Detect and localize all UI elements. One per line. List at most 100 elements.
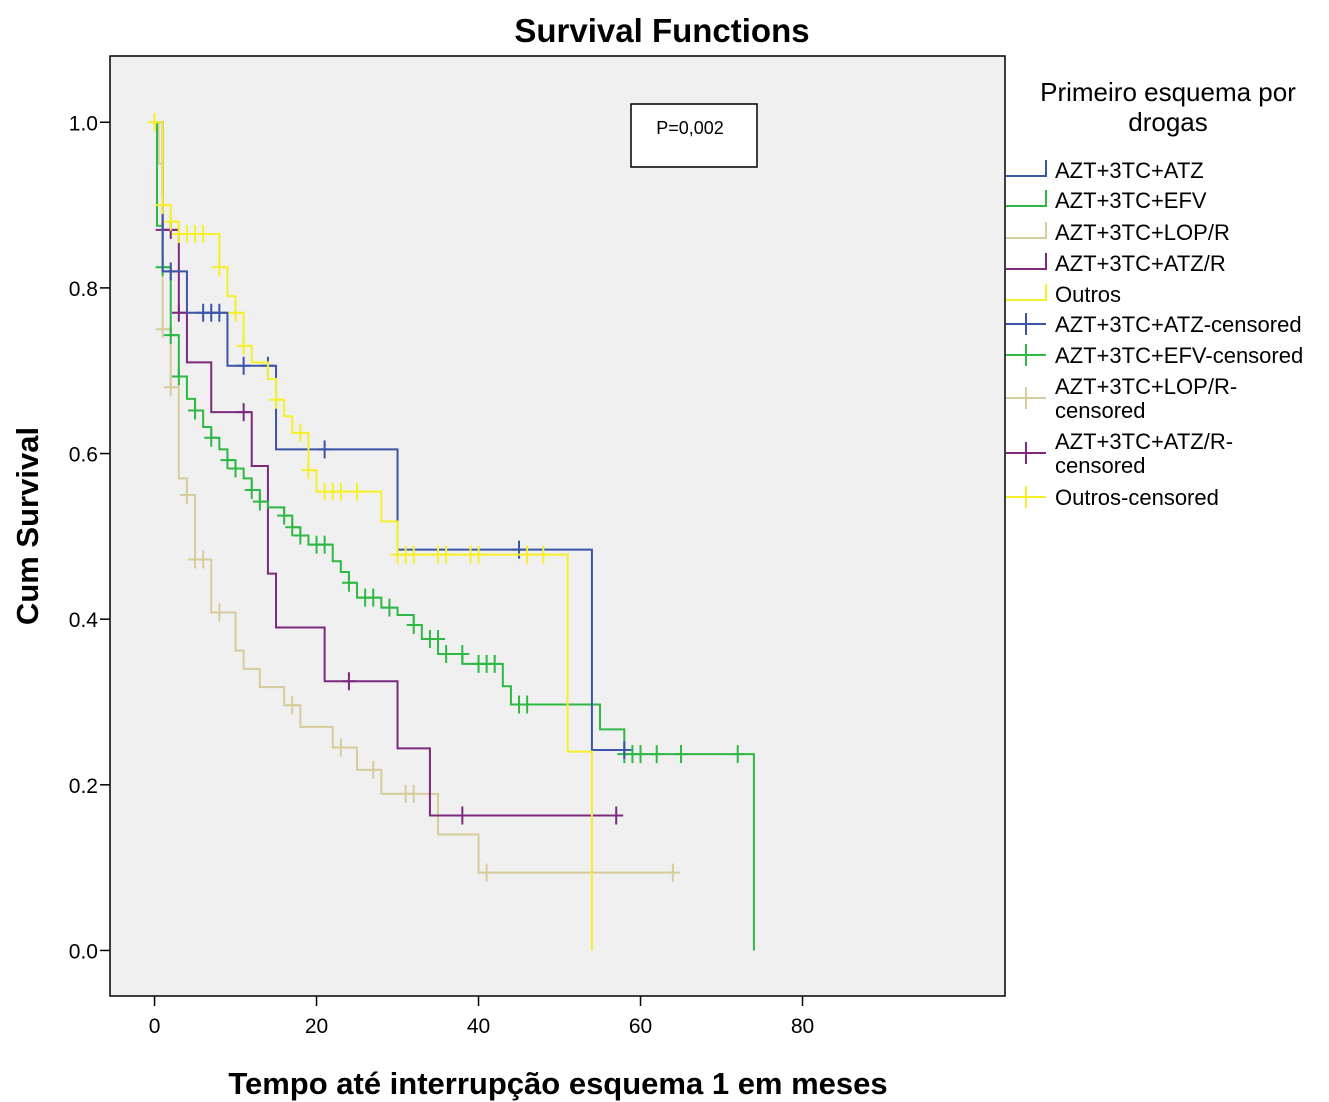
censor-mark <box>301 461 316 480</box>
x-tick-label: 20 <box>305 1015 328 1038</box>
x-axis: 0 20 40 60 80 <box>149 996 814 1038</box>
legend-item: AZT+3TC+ATZ-censored <box>1006 312 1302 337</box>
censor-mark <box>293 526 308 545</box>
censor-mark <box>163 378 178 397</box>
legend-label: AZT+3TC+ATZ/R <box>1055 251 1226 276</box>
p-value-box <box>630 103 758 168</box>
legend-item: Outros-censored <box>1006 485 1219 510</box>
y-tick-label: 0.0 <box>69 940 98 963</box>
censor-mark <box>649 745 664 764</box>
censor-mark <box>406 784 421 803</box>
legend-swatch <box>1006 190 1047 207</box>
censor-mark <box>285 696 300 715</box>
series-group <box>147 113 593 951</box>
censor-mark <box>520 545 535 564</box>
y-tick-label: 0.4 <box>69 609 99 632</box>
y-tick-label: 0.2 <box>69 775 98 798</box>
legend-item: AZT+3TC+ATZ/R <box>1006 251 1226 276</box>
legend-swatch <box>1006 284 1047 301</box>
censor-mark <box>487 654 502 673</box>
censor-mark <box>317 535 332 554</box>
censor-mark <box>163 262 178 281</box>
censor-mark <box>317 440 332 459</box>
y-tick-label: 0.6 <box>69 444 98 467</box>
censor-mark <box>406 615 421 634</box>
censor-mark <box>293 423 308 442</box>
x-tick-label: 80 <box>791 1015 814 1038</box>
censor-mark <box>155 320 170 339</box>
censor-mark <box>228 303 243 322</box>
legend-label: censored <box>1055 453 1146 478</box>
legend-item: AZT+3TC+LOP/R <box>1006 220 1230 245</box>
p-value-text: P=0,002 <box>656 118 724 138</box>
y-tick-label: 0.8 <box>69 278 98 301</box>
legend-label: AZT+3TC+ATZ <box>1055 158 1204 183</box>
censor-mark <box>277 506 292 525</box>
censor-mark <box>520 695 535 714</box>
legend-label: AZT+3TC+LOP/R <box>1055 220 1230 245</box>
censor-mark <box>382 598 397 617</box>
censor-mark <box>366 588 381 607</box>
censor-mark <box>479 863 494 882</box>
censor-mark <box>269 390 284 409</box>
censor-mark <box>333 482 348 501</box>
legend-label: AZT+3TC+EFV-censored <box>1055 343 1303 368</box>
x-tick-label: 0 <box>149 1015 161 1038</box>
legend-item: Outros <box>1006 282 1121 307</box>
censor-mark <box>439 644 454 663</box>
censor-mark <box>244 480 259 499</box>
legend-item: AZT+3TC+ATZ/R-censored <box>1006 429 1233 478</box>
censor-mark <box>196 550 211 569</box>
y-tick-label: 1.0 <box>69 112 98 135</box>
legend-label: AZT+3TC+EFV <box>1055 188 1207 213</box>
x-tick-label: 40 <box>467 1015 490 1038</box>
legend-swatch <box>1006 442 1046 464</box>
legend-label: AZT+3TC+LOP/R- <box>1055 374 1237 399</box>
legend-item: AZT+3TC+EFV-censored <box>1006 343 1303 368</box>
censor-mark <box>350 482 365 501</box>
legend-swatch <box>1006 313 1046 335</box>
censor-mark <box>252 492 267 511</box>
censor-mark <box>171 367 186 386</box>
p-value-annotation: P=0,002 <box>630 103 758 168</box>
censor-mark <box>196 225 211 244</box>
censor-mark <box>228 459 243 478</box>
series-group <box>154 121 680 882</box>
series-line <box>154 121 673 874</box>
censor-mark <box>212 258 227 277</box>
legend-item: AZT+3TC+EFV <box>1006 188 1207 213</box>
censor-mark <box>236 356 251 375</box>
legend-label: Outros <box>1055 282 1121 307</box>
censor-mark <box>730 745 745 764</box>
censor-mark <box>455 806 470 825</box>
x-axis-label: Tempo até interrupção esquema 1 em meses <box>228 1066 887 1101</box>
censor-mark <box>431 630 446 649</box>
legend-title: drogas <box>1128 107 1208 137</box>
x-tick-label: 60 <box>629 1015 652 1038</box>
legend-swatch <box>1006 486 1046 508</box>
censor-mark <box>236 403 251 422</box>
legend-swatch <box>1006 387 1046 409</box>
y-axis-label: Cum Survival <box>10 427 45 625</box>
censor-mark <box>439 545 454 564</box>
legend-label: Outros-censored <box>1055 485 1219 510</box>
censor-mark <box>665 863 680 882</box>
legend-label: AZT+3TC+ATZ-censored <box>1055 312 1302 337</box>
censor-mark <box>236 336 251 355</box>
censor-mark <box>674 745 689 764</box>
censor-mark <box>285 518 300 537</box>
censor-mark <box>455 644 470 663</box>
censor-mark <box>204 428 219 447</box>
censor-mark <box>366 760 381 779</box>
censor-mark <box>171 303 186 322</box>
censor-mark <box>406 545 421 564</box>
censor-mark <box>609 806 624 825</box>
legend-swatch <box>1006 222 1047 239</box>
series-layer <box>147 113 755 951</box>
y-axis: 0.0 0.2 0.4 0.6 0.8 1.0 <box>69 112 110 963</box>
censor-mark <box>333 738 348 757</box>
censor-mark <box>341 573 356 592</box>
chart-title: Survival Functions <box>514 12 809 49</box>
